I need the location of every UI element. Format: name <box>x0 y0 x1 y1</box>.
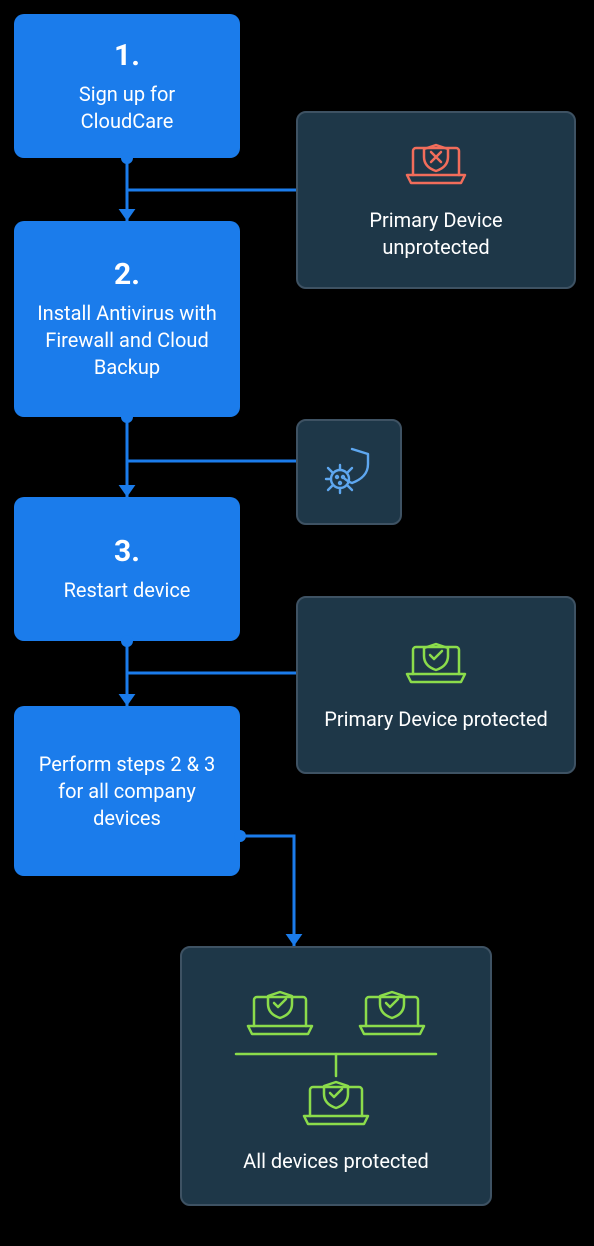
final-all-protected-box: All devices protected <box>180 946 492 1206</box>
step-3-text: Restart device <box>64 577 191 604</box>
flowchart-stage: 1. Sign up for CloudCare Primary Device … <box>0 0 594 1246</box>
step-1-box: 1. Sign up for CloudCare <box>14 14 240 158</box>
step-3-number: 3. <box>114 534 140 569</box>
bug-shield-icon <box>318 439 380 505</box>
step-4-text: Perform steps 2 & 3 for all company devi… <box>36 751 218 832</box>
step-2-number: 2. <box>114 257 140 292</box>
step-3-box: 3. Restart device <box>14 497 240 641</box>
step-2-text: Install Antivirus with Firewall and Clou… <box>36 300 218 381</box>
status-unprotected-text: Primary Device unprotected <box>320 207 552 261</box>
step-1-text: Sign up for CloudCare <box>36 81 218 135</box>
final-text: All devices protected <box>243 1148 429 1175</box>
step-2-box: 2. Install Antivirus with Firewall and C… <box>14 221 240 417</box>
status-unprotected-box: Primary Device unprotected <box>296 111 576 289</box>
status-protected-box: Primary Device protected <box>296 596 576 774</box>
laptop-shield-x-icon <box>401 139 471 193</box>
status-protected-text: Primary Device protected <box>324 706 548 733</box>
laptop-shield-check-icon <box>401 638 471 692</box>
laptops-network-shield-check-icon <box>216 976 456 1140</box>
bug-shield-badge <box>296 419 402 525</box>
step-4-box: Perform steps 2 & 3 for all company devi… <box>14 706 240 876</box>
step-1-number: 1. <box>114 38 140 73</box>
